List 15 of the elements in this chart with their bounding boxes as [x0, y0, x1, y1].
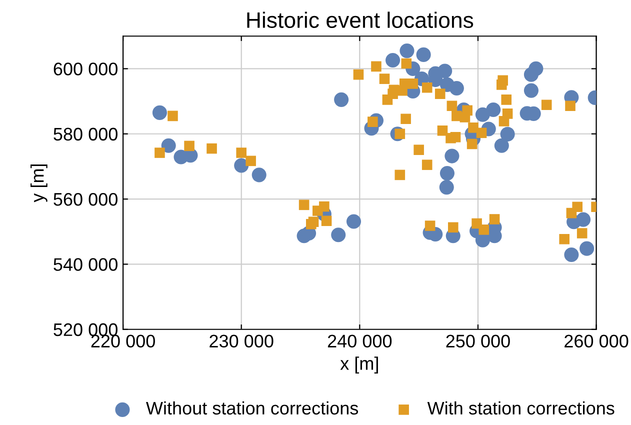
- y-tick-label: 600 000: [54, 62, 118, 76]
- x-tick-label: 240 000: [328, 334, 392, 348]
- y-tick-label: 560 000: [54, 192, 118, 206]
- y-tick-label: 520 000: [54, 323, 118, 336]
- y-axis-title: y [m]: [30, 164, 48, 202]
- legend-label: Without station corrections: [146, 401, 358, 415]
- x-tick-label: 250 000: [446, 334, 510, 348]
- x-tick-label: 220 000: [91, 334, 155, 348]
- chart-title: Historic event locations: [247, 12, 474, 28]
- x-axis-title: x [m]: [340, 356, 378, 374]
- x-tick-label: 260 000: [564, 334, 628, 348]
- y-tick-label: 580 000: [54, 128, 118, 141]
- legend-label: With station corrections: [427, 401, 614, 415]
- y-tick-label: 540 000: [54, 258, 118, 271]
- x-tick-label: 230 000: [210, 334, 274, 348]
